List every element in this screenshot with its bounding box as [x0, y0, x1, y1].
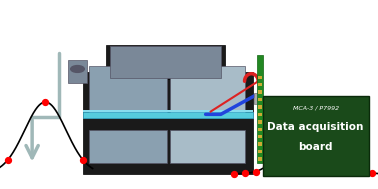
FancyBboxPatch shape: [257, 55, 263, 163]
Point: [5, 159, 11, 162]
Point: [337, 147, 343, 150]
FancyBboxPatch shape: [258, 98, 262, 101]
FancyBboxPatch shape: [83, 110, 253, 112]
FancyBboxPatch shape: [258, 83, 262, 86]
FancyBboxPatch shape: [110, 46, 221, 78]
Text: Data acquisition: Data acquisition: [268, 122, 364, 132]
Point: [358, 169, 364, 172]
Point: [369, 172, 375, 175]
FancyBboxPatch shape: [170, 66, 245, 113]
FancyBboxPatch shape: [258, 113, 262, 116]
FancyBboxPatch shape: [258, 150, 262, 153]
FancyBboxPatch shape: [89, 130, 167, 163]
Point: [305, 101, 311, 104]
Circle shape: [71, 66, 84, 72]
Point: [253, 170, 259, 173]
Point: [295, 112, 301, 115]
FancyBboxPatch shape: [254, 93, 261, 104]
Point: [316, 107, 322, 110]
Point: [348, 162, 354, 165]
FancyBboxPatch shape: [83, 72, 253, 174]
Text: board: board: [298, 143, 333, 152]
Point: [242, 172, 248, 175]
FancyBboxPatch shape: [258, 105, 262, 109]
FancyBboxPatch shape: [258, 120, 262, 124]
FancyBboxPatch shape: [258, 135, 262, 138]
FancyBboxPatch shape: [258, 128, 262, 131]
Point: [327, 126, 333, 129]
Point: [80, 159, 86, 162]
FancyBboxPatch shape: [258, 157, 262, 161]
FancyBboxPatch shape: [170, 130, 245, 163]
FancyBboxPatch shape: [258, 76, 262, 79]
Text: MCA-3 / P7992: MCA-3 / P7992: [293, 105, 339, 110]
FancyBboxPatch shape: [106, 45, 225, 79]
Point: [263, 165, 269, 168]
FancyBboxPatch shape: [83, 112, 253, 118]
FancyBboxPatch shape: [89, 66, 167, 113]
FancyBboxPatch shape: [68, 60, 87, 83]
Point: [231, 172, 237, 175]
FancyBboxPatch shape: [263, 96, 369, 176]
Point: [274, 152, 280, 155]
FancyBboxPatch shape: [258, 142, 262, 146]
Point: [284, 133, 290, 136]
Point: [42, 101, 48, 104]
FancyBboxPatch shape: [258, 90, 262, 94]
